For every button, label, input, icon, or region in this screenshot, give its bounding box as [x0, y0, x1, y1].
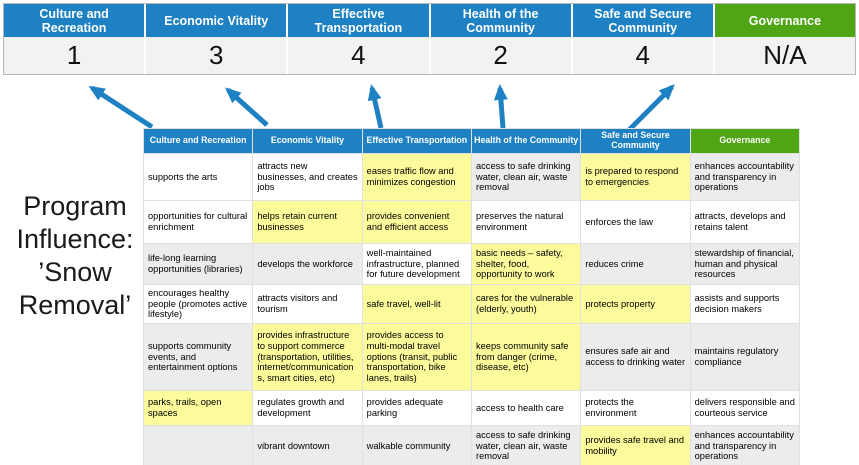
- matrix-cell: enhances accountability and transparency…: [689, 425, 801, 465]
- scorecard-header: Health of the Community: [430, 4, 571, 37]
- scorecard-score: 2: [430, 37, 571, 74]
- matrix-cell: basic needs – safety, shelter, food, opp…: [470, 243, 582, 285]
- matrix-cell: life-long learning opportunities (librar…: [142, 243, 254, 285]
- up-arrow-icon: [493, 84, 508, 129]
- matrix-cell: supports the arts: [142, 153, 254, 201]
- matrix-column-header: Effective Transportation: [361, 128, 472, 154]
- matrix-cell: is prepared to respond to emergencies: [580, 153, 691, 201]
- matrix-row: encourages healthy people (promotes acti…: [142, 284, 801, 324]
- matrix-cell: access to safe drinking water, clean air…: [470, 153, 582, 201]
- scorecard-header: Safe and Secure Community: [572, 4, 713, 37]
- matrix-cell: access to health care: [470, 390, 582, 426]
- matrix-cell: [142, 425, 254, 465]
- matrix-cell: delivers responsible and courteous servi…: [689, 390, 801, 426]
- matrix-cell: maintains regulatory compliance: [689, 323, 801, 391]
- matrix-cell: provides safe travel and mobility: [580, 425, 691, 465]
- scorecard-score: N/A: [714, 37, 855, 74]
- matrix-header-row: Culture and Recreation Economic Vitality E…: [142, 128, 801, 154]
- matrix-cell: stewardship of financial, human and phys…: [689, 243, 801, 285]
- matrix-cell: ensures safe air and access to drinking …: [580, 323, 691, 391]
- matrix-row: supports the arts attracts new businesses…: [142, 153, 801, 201]
- scorecard-score: 4: [572, 37, 713, 74]
- matrix-cell: parks, trails, open spaces: [142, 390, 254, 426]
- matrix-cell: cares for the vulnerable (elderly, youth…: [470, 284, 582, 324]
- matrix-cell: protects property: [580, 284, 691, 324]
- matrix-cell: protects the environment: [580, 390, 691, 426]
- matrix-cell: preserves the natural environment: [470, 200, 582, 244]
- matrix-cell: safe travel, well-lit: [361, 284, 472, 324]
- matrix-cell: well-maintained infrastructure, planned …: [361, 243, 472, 285]
- scorecard-column: Effective Transportation 4: [288, 4, 429, 74]
- matrix-cell: opportunities for cultural enrichment: [142, 200, 254, 244]
- matrix-cell: attracts new businesses, and creates job…: [252, 153, 363, 201]
- matrix-column-header: Governance: [689, 128, 801, 154]
- matrix-row: opportunities for cultural enrichment hel…: [142, 200, 801, 244]
- up-arrow-icon: [225, 87, 269, 127]
- matrix-column-header: Culture and Recreation: [142, 128, 254, 154]
- matrix-row: supports community events, and entertain…: [142, 323, 801, 391]
- up-arrow-icon: [627, 84, 675, 132]
- matrix-body: supports the arts attracts new businesses…: [142, 153, 801, 465]
- scorecard-column: Safe and Secure Community 4: [572, 4, 713, 74]
- matrix-cell: enhances accountability and transparency…: [689, 153, 801, 201]
- matrix-cell: develops the workforce: [252, 243, 363, 285]
- matrix-cell: assists and supports decision makers: [689, 284, 801, 324]
- up-arrow-icon: [88, 85, 154, 130]
- matrix-cell: regulates growth and development: [252, 390, 363, 426]
- up-arrow-icon: [367, 84, 384, 129]
- scorecard-column: Economic Vitality 3: [146, 4, 287, 74]
- scorecard-score: 1: [4, 37, 145, 74]
- matrix-column-header: Safe and Secure Community: [580, 128, 691, 154]
- scorecard-column: Culture and Recreation 1: [4, 4, 145, 74]
- scorecard-header: Culture and Recreation: [4, 4, 145, 37]
- matrix-cell: supports community events, and entertain…: [142, 323, 254, 391]
- matrix-cell: provides convenient and efficient access: [361, 200, 472, 244]
- scorecard-column: Governance N/A: [714, 4, 855, 74]
- scorecard-header: Economic Vitality: [146, 4, 287, 37]
- matrix-cell: eases traffic flow and minimizes congest…: [361, 153, 472, 201]
- matrix-cell: provides adequate parking: [361, 390, 472, 426]
- matrix-column-header: Economic Vitality: [252, 128, 363, 154]
- program-influence-label: Program Influence: ’Snow Removal’: [16, 191, 134, 320]
- influence-arrows: [88, 84, 675, 132]
- matrix-cell: enforces the law: [580, 200, 691, 244]
- matrix-cell: helps retain current businesses: [252, 200, 363, 244]
- matrix-cell: provides access to multi-modal travel op…: [361, 323, 472, 391]
- matrix-cell: attracts visitors and tourism: [252, 284, 363, 324]
- matrix-row: vibrant downtown walkable community access…: [142, 425, 801, 465]
- scorecard-score: 4: [288, 37, 429, 74]
- scorecard-column: Health of the Community 2: [430, 4, 571, 74]
- matrix-cell: reduces crime: [580, 243, 691, 285]
- matrix-cell: access to safe drinking water, clean air…: [470, 425, 582, 465]
- matrix-table: Culture and Recreation Economic Vitality E…: [142, 128, 801, 465]
- matrix-column-header: Health of the Community: [470, 128, 582, 154]
- matrix-cell: vibrant downtown: [252, 425, 363, 465]
- matrix-cell: attracts, develops and retains talent: [689, 200, 801, 244]
- scorecard-score: 3: [146, 37, 287, 74]
- matrix-cell: walkable community: [361, 425, 472, 465]
- scorecard-header: Effective Transportation: [288, 4, 429, 37]
- matrix-cell: provides infrastructure to support comme…: [252, 323, 363, 391]
- matrix-row: parks, trails, open spaces regulates grow…: [142, 390, 801, 426]
- matrix-cell: keeps community safe from danger (crime,…: [470, 323, 582, 391]
- scorecard-header: Governance: [714, 4, 855, 37]
- matrix-row: life-long learning opportunities (librar…: [142, 243, 801, 285]
- scorecard: Culture and Recreation 1 Economic Vitality…: [3, 3, 856, 75]
- matrix-cell: encourages healthy people (promotes acti…: [142, 284, 254, 324]
